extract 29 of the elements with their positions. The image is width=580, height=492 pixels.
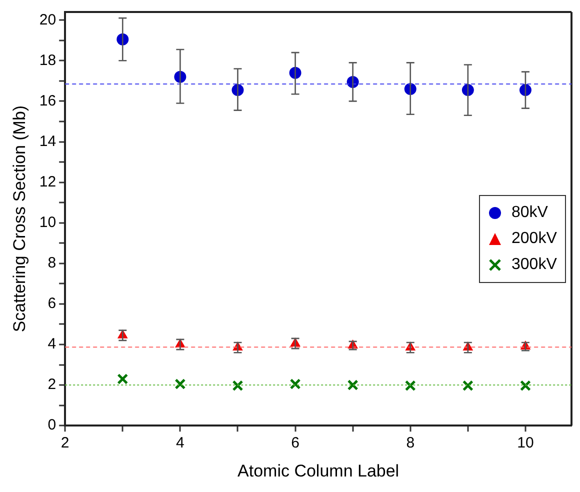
point [290,378,301,390]
legend-label: 200kV [512,230,557,248]
y-tick-label: 10 [39,214,56,231]
x-tick-label: 4 [176,434,184,452]
point [462,380,474,392]
point [520,380,531,392]
y-tick-label: 12 [39,173,56,190]
y-tick-label: 16 [39,92,56,110]
point [347,380,358,391]
point [174,378,186,390]
x-tick-label: 8 [406,434,415,452]
y-tick-label: 14 [39,132,56,150]
x-tick-label: 10 [517,434,534,452]
y-tick-label: 20 [39,11,56,28]
y-tick-label: 18 [39,52,56,69]
y-tick-label: 6 [48,295,56,312]
point [404,380,416,392]
y-tick-label: 0 [48,416,56,434]
y-tick-label: 2 [48,376,56,394]
legend-label: 300kV [512,256,557,274]
x-tick-label: 6 [291,434,300,452]
y-axis-title: Scattering Cross Section (Mb) [10,105,29,332]
legend-label: 80kV [512,204,548,222]
y-tick-label: 4 [48,336,56,353]
point [232,380,244,392]
x-axis-title: Atomic Column Label [238,461,400,480]
x-tick-label: 2 [60,434,70,452]
point [117,373,128,384]
y-tick-label: 8 [48,254,56,272]
